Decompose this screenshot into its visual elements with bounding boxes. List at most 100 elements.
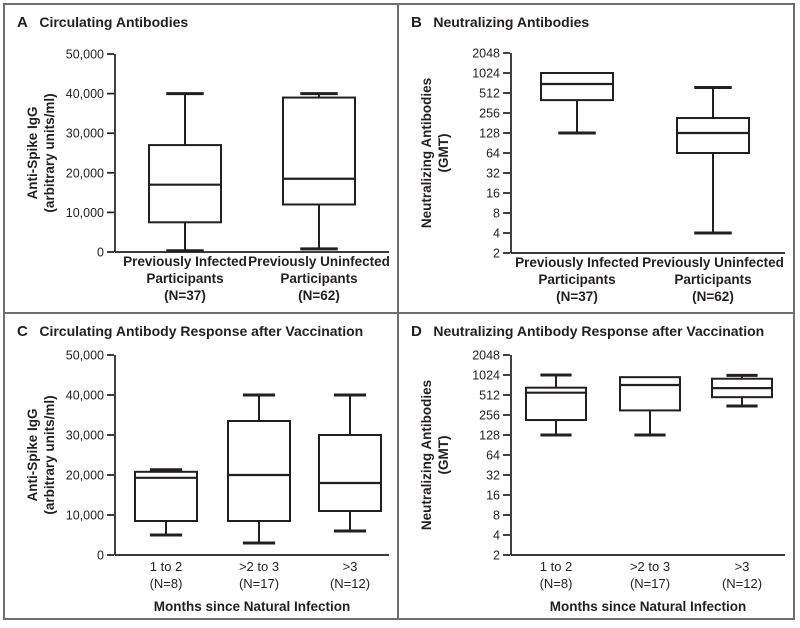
y-tick-label: 2048 [472,47,500,61]
category-label: >2 to 3 [239,559,279,574]
panel-c: C Circulating Antibody Response after Va… [5,314,399,618]
panel-d-header: D Neutralizing Antibody Response after V… [399,314,793,348]
category-label: Previously Uninfected [642,255,784,270]
y-tick-label: 512 [479,389,500,403]
y-tick-label: 128 [479,429,500,443]
category-label: >2 to 3 [630,559,670,574]
y-tick-label: 0 [97,246,104,260]
panel-a-plot: 0 10,000 20,000 30,000 40,000 50,000 Anti-Spik… [25,48,390,304]
panel-a: A Circulating Antibodies 0 10,000 20,000 30… [5,5,399,314]
y-axis-label: Anti-Spike IgG [25,408,40,501]
panel-a-title: Circulating Antibodies [39,14,189,30]
panel-a-letter: A [17,14,29,31]
y-tick-label: 40,000 [66,389,104,403]
y-tick-label: 30,000 [66,127,104,141]
panel-d: D Neutralizing Antibody Response after V… [399,314,793,618]
box-c-3 [318,393,382,533]
panel-c-plot: 0 10,000 20,000 30,000 40,000 50,000 Anti-Spik… [25,349,389,614]
category-label: Previously Infected [515,255,639,270]
box-b-1 [540,72,614,135]
y-tick-label: 1024 [472,67,500,81]
category-label: Participants [280,271,357,286]
y-tick-label: 16 [486,489,500,503]
panel-b-letter: B [411,14,423,31]
box-c-2 [227,393,291,545]
category-label: 1 to 2 [540,559,573,574]
panel-c-header: C Circulating Antibody Response after Va… [5,314,397,348]
y-tick-label: 8 [493,509,500,523]
y-tick-label: 32 [486,469,500,483]
panel-a-header: A Circulating Antibodies [5,5,397,39]
category-label: (N=17) [630,576,670,591]
y-tick-label: 20,000 [66,166,104,180]
y-tick-label: 256 [479,107,500,121]
category-label: (N=12) [722,576,762,591]
y-tick-label: 2048 [472,349,500,363]
panel-b-header: B Neutralizing Antibodies [399,5,793,39]
y-tick-label: 10,000 [66,509,104,523]
category-label: >3 [735,559,750,574]
category-label: 1 to 2 [150,559,183,574]
category-label: (N=12) [330,576,370,591]
y-tick-label: 8 [493,207,500,221]
panel-d-title: Neutralizing Antibody Response after Vac… [433,323,765,339]
panel-c-title: Circulating Antibody Response after Vacc… [39,323,364,339]
iqr-box [619,376,681,412]
category-label: >3 [343,559,358,574]
category-label: (N=17) [239,576,279,591]
y-axis-label: Anti-Spike IgG [25,106,40,199]
panel-b-title: Neutralizing Antibodies [433,14,590,30]
iqr-box [676,117,750,154]
iqr-box [318,434,382,512]
y-tick-label: 4 [493,529,500,543]
category-label: (N=62) [298,288,340,303]
box-d-2 [619,376,681,437]
y-tick-label: 512 [479,87,500,101]
box-a-1 [148,92,222,253]
category-label: (N=8) [150,576,183,591]
y-tick-label: 1024 [472,369,500,383]
y-tick-label: 4 [493,227,500,241]
y-tick-label: 30,000 [66,429,104,443]
panel-b-plot: 2 4 8 16 32 64 128 256 512 1024 2048 Neutralizing A… [419,47,785,304]
category-label: Previously Uninfected [248,254,390,269]
y-axis-label: (GMT) [436,134,451,173]
x-axis-title: Months since Natural Infection [154,599,351,614]
category-label: (N=62) [692,289,734,304]
category-label: (N=37) [164,288,206,303]
category-label: Participants [674,272,751,287]
y-tick-label: 0 [97,549,104,563]
y-axis-label: (arbitrary units/ml) [42,395,57,514]
y-tick-label: 64 [486,147,500,161]
iqr-box [227,420,291,522]
panel-b: B Neutralizing Antibodies 2 4 8 16 32 64 128 25… [399,5,793,314]
iqr-box [540,72,614,102]
box-c-1 [134,468,198,537]
y-tick-label: 2 [493,549,500,563]
y-axis-label: (GMT) [436,436,451,475]
iqr-box [282,96,356,206]
category-label: (N=8) [540,576,573,591]
boxplot-figure: A Circulating Antibodies 0 10,000 20,000 30… [3,3,795,620]
category-label: Previously Infected [123,254,247,269]
y-tick-label: 64 [486,449,500,463]
y-tick-label: 10,000 [66,206,104,220]
y-tick-label: 16 [486,187,500,201]
y-tick-label: 20,000 [66,469,104,483]
y-tick-label: 50,000 [66,349,104,363]
box-b-2 [676,85,750,235]
x-axis-title: Months since Natural Infection [550,599,747,614]
y-tick-label: 2 [493,247,500,261]
y-axis-label: (arbitrary units/ml) [42,93,57,212]
category-label: Participants [146,271,223,286]
y-tick-label: 50,000 [66,48,104,62]
y-tick-label: 40,000 [66,87,104,101]
y-axis-label: Neutralizing Antibodies [419,380,434,530]
panel-d-letter: D [411,323,423,340]
category-label: Participants [538,272,615,287]
y-tick-label: 256 [479,409,500,423]
y-tick-label: 128 [479,127,500,141]
panel-d-plot: 2 4 8 16 32 64 128 256 512 1024 2048 Neutralizing A… [419,349,785,614]
box-a-2 [282,92,356,251]
box-d-3 [711,373,773,408]
